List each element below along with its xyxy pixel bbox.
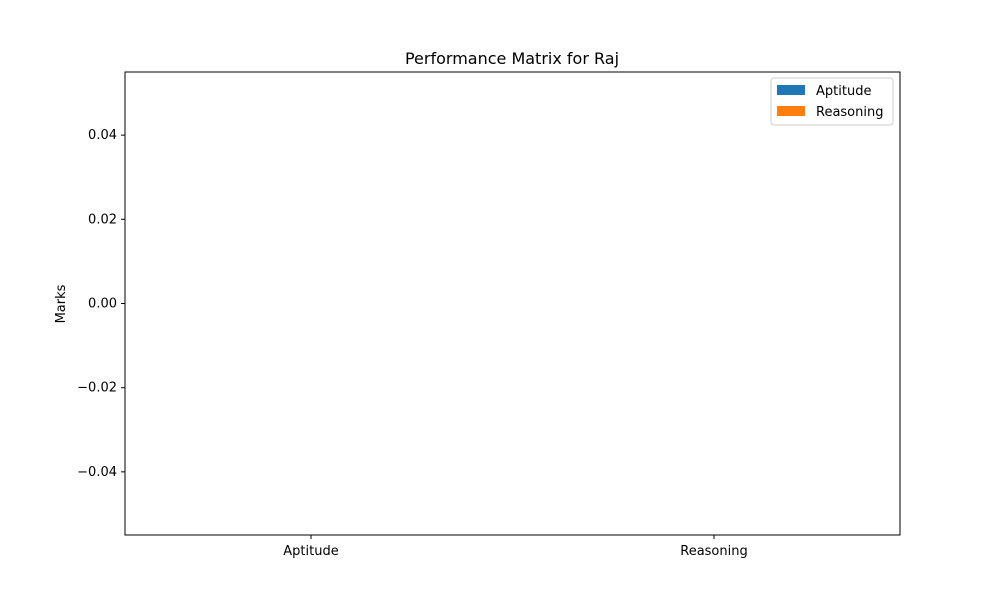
y-axis-label: Marks xyxy=(54,284,69,323)
legend: Aptitude Reasoning xyxy=(770,77,894,126)
x-tick-label: Aptitude xyxy=(283,544,338,559)
legend-label-reasoning: Reasoning xyxy=(816,105,883,120)
y-tick-label: −0.02 xyxy=(77,381,117,396)
y-tick-label: −0.04 xyxy=(77,465,117,480)
plot-frame xyxy=(124,71,901,536)
chart-title: Performance Matrix for Raj xyxy=(405,49,619,68)
legend-swatch-aptitude xyxy=(777,85,805,95)
y-tick-label: 0.04 xyxy=(88,128,117,143)
legend-swatch-reasoning xyxy=(777,106,805,116)
y-axis: 0.04 0.02 0.00 −0.02 −0.04 xyxy=(77,128,125,480)
plot-area xyxy=(124,71,901,536)
x-tick-label: Reasoning xyxy=(680,544,747,559)
x-axis: Aptitude Reasoning xyxy=(283,535,748,559)
y-tick-label: 0.02 xyxy=(88,212,117,227)
legend-label-aptitude: Aptitude xyxy=(816,84,871,99)
y-tick-label: 0.00 xyxy=(88,297,117,312)
